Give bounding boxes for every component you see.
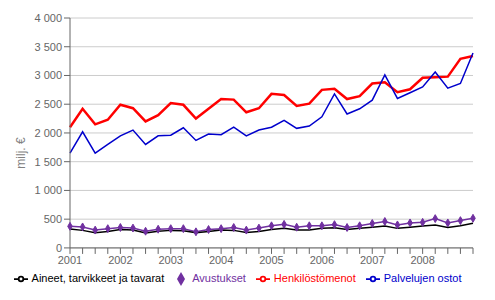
svg-text:3 500: 3 500	[34, 41, 62, 53]
svg-text:3 000: 3 000	[34, 69, 62, 81]
html-text:Aineet, tarvikkeet ja tavarat: Aineet, tarvikkeet ja tavarat	[31, 271, 165, 284]
html-text:Palvelujen ostot: Palvelujen ostot	[383, 271, 462, 284]
svg-text:1 500: 1 500	[34, 156, 62, 168]
svg-text:1 000: 1 000	[34, 184, 62, 196]
svg-text:2002: 2002	[108, 254, 132, 266]
html-text:Henkilöstömenot: Henkilöstömenot	[273, 271, 356, 284]
svg-text:2001: 2001	[58, 254, 82, 266]
svg-text:4 000: 4 000	[34, 12, 62, 24]
svg-text:2007: 2007	[360, 254, 384, 266]
svg-text:2008: 2008	[410, 254, 434, 266]
svg-text:0: 0	[56, 242, 62, 254]
svg-text:2003: 2003	[159, 254, 183, 266]
svg-text:milj. €: milj. €	[14, 137, 28, 169]
svg-text:2004: 2004	[209, 254, 233, 266]
svg-text:2006: 2006	[310, 254, 334, 266]
svg-text:2005: 2005	[259, 254, 283, 266]
svg-text:2 500: 2 500	[34, 98, 62, 110]
html-text:Avustukset: Avustukset	[192, 271, 246, 284]
svg-text:500: 500	[44, 213, 62, 225]
svg-text:2 000: 2 000	[34, 127, 62, 139]
